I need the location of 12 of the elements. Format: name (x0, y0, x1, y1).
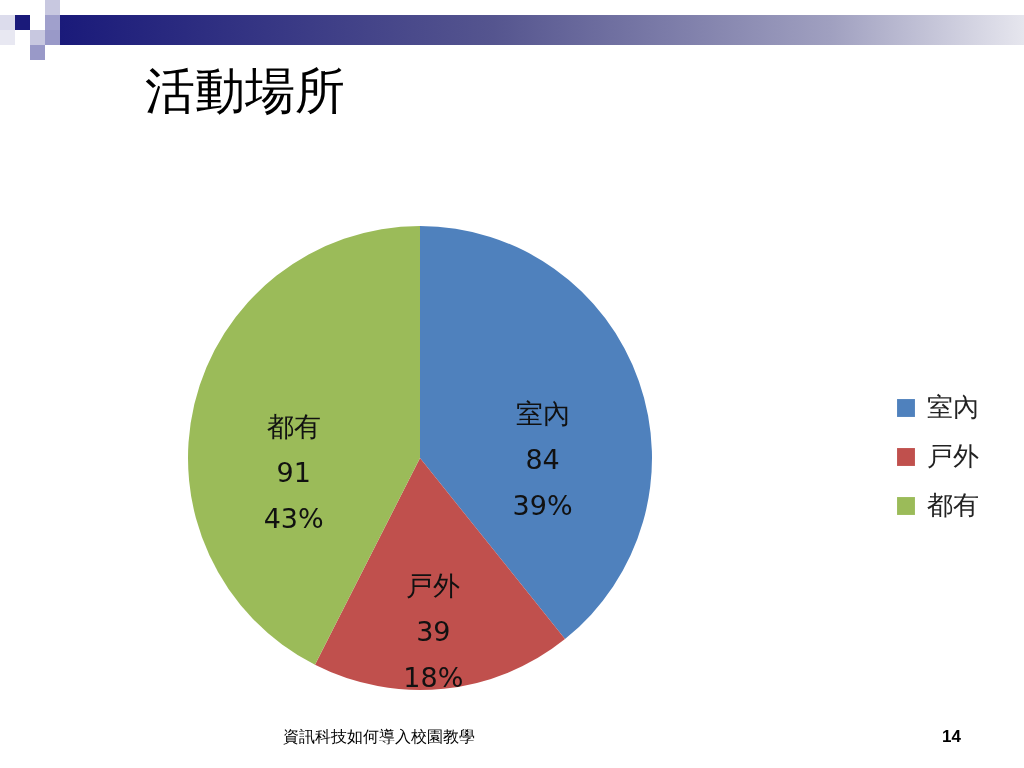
text: 14 (942, 727, 962, 746)
legend-label: 都有 (927, 490, 979, 520)
data-label: 91 43% (263, 456, 324, 534)
data-label: 39 18% (403, 616, 464, 694)
chart-title: 活動場所 (145, 62, 345, 120)
slice-label: 都有 (266, 410, 321, 442)
text: 資訊科技如何導入校園教學 (283, 728, 475, 745)
legend-label: 戸外 (927, 441, 979, 471)
slice-label: 室內 (515, 397, 570, 429)
slice-label: 戸外 (406, 570, 461, 602)
legend-label: 室內 (927, 392, 979, 422)
data-label: 84 39% (512, 443, 573, 521)
